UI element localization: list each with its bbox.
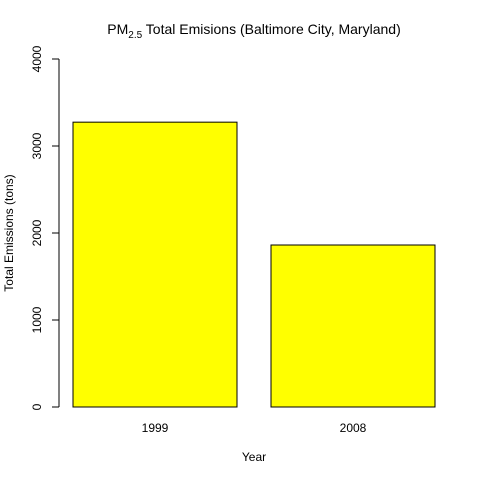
y-tick-label-2000: 2000	[30, 219, 44, 246]
y-tick-label-3000: 3000	[30, 132, 44, 159]
chart-title-subscript: 2.5	[128, 30, 142, 41]
y-tick-label-0: 0	[30, 403, 44, 410]
chart-title-main: PM	[107, 21, 128, 37]
x-tick-label-1999: 1999	[142, 421, 169, 435]
y-axis-label: Total Emissions (tons)	[2, 174, 16, 291]
bar-2008	[270, 244, 436, 408]
y-tick-label-4000: 4000	[30, 45, 44, 72]
bar-1999	[72, 121, 238, 408]
x-axis-label: Year	[242, 450, 266, 464]
bars-group: 1999 2008	[72, 121, 436, 435]
y-axis-ticks: 0 1000 2000 3000 4000	[30, 45, 59, 410]
y-tick-label-1000: 1000	[30, 306, 44, 333]
x-tick-label-2008: 2008	[340, 421, 367, 435]
chart-title: PM2.5 Total Emisions (Baltimore City, Ma…	[107, 21, 400, 41]
chart-title-rest: Total Emisions (Baltimore City, Maryland…	[142, 21, 401, 37]
